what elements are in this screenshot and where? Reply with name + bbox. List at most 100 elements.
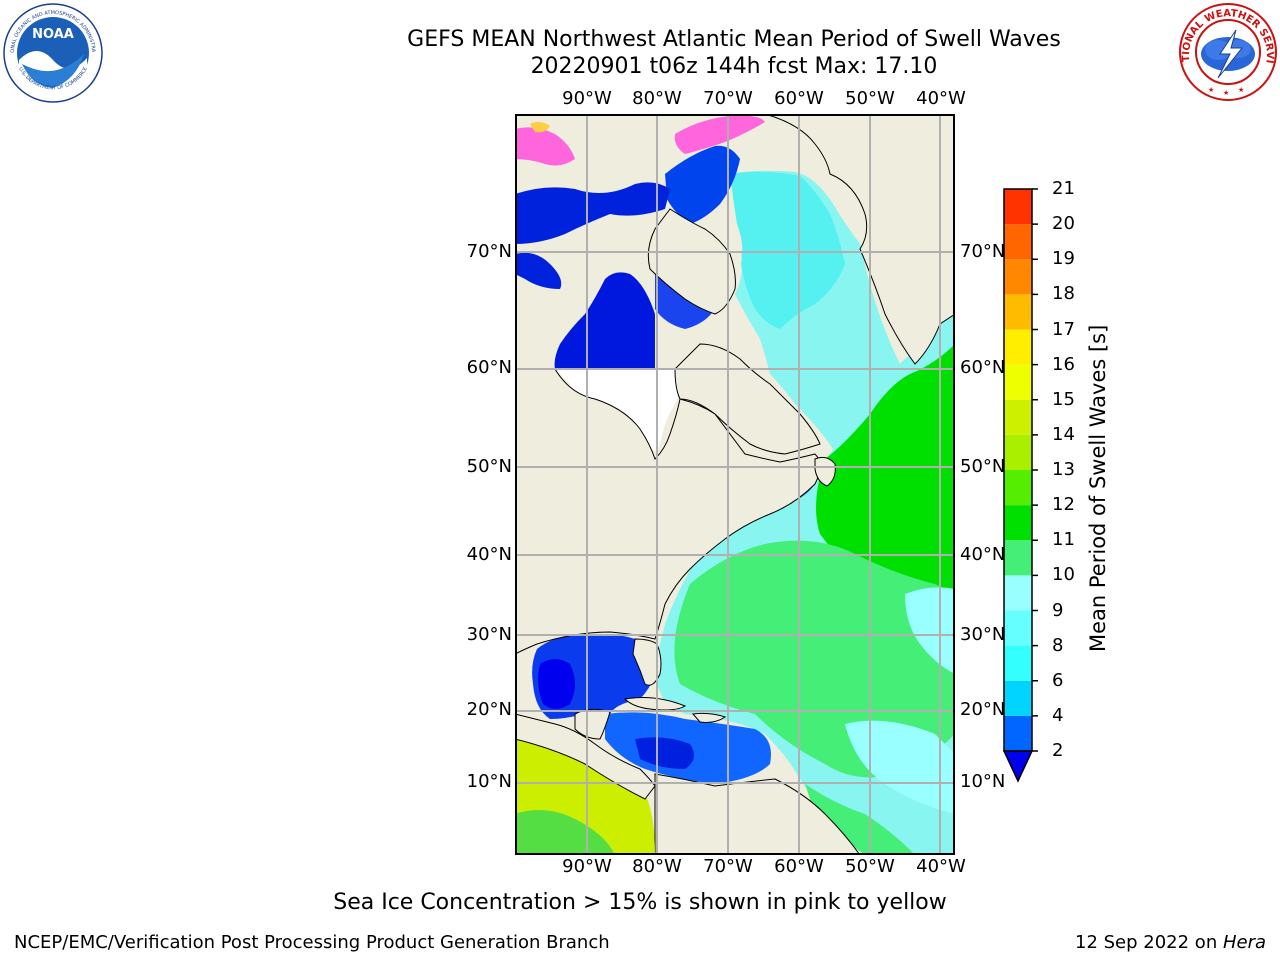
colorbar-ticks: 2 4 6 8 9 10 11 12 13 14 15 16 17 18 19 20 21 <box>1052 0 1112 960</box>
gulf-of-mexico-deep <box>538 659 575 709</box>
colorbar-segment <box>1004 575 1032 611</box>
colorbar-segment <box>1004 294 1032 330</box>
colorbar-tick-label: 14 <box>1052 423 1075 445</box>
colorbar-tick-label: 12 <box>1052 494 1075 516</box>
north-america-land <box>515 368 821 655</box>
lon-label-bottom-70w: 70°W <box>703 856 753 877</box>
lon-label-top-70w: 70°W <box>703 88 753 109</box>
colorbar-segment <box>1004 189 1032 225</box>
lat-label-right-60n: 60°N <box>960 357 1006 378</box>
map-frame <box>515 114 955 855</box>
colorbar-tick-label: 20 <box>1052 213 1075 235</box>
labrador-sea <box>730 171 845 329</box>
lat-label-right-40n: 40°N <box>960 544 1006 565</box>
graticule <box>515 114 955 855</box>
colorbar-tick-label: 13 <box>1052 459 1075 480</box>
credit-host: Hera <box>1222 932 1266 953</box>
noaa-logo: NOAA NATIONAL OCEANIC AND ATMOSPHERIC AD… <box>0 0 104 104</box>
hudson-bay <box>554 272 655 369</box>
lat-label-left-10n: 10°N <box>466 771 512 792</box>
colorbar-tick-label: 17 <box>1052 318 1075 340</box>
lon-label-top-90w: 90°W <box>562 88 612 109</box>
yucatan-land <box>574 708 611 740</box>
lon-label-top-50w: 50°W <box>845 88 895 109</box>
colorbar-segment <box>1004 645 1032 681</box>
central-america-land <box>515 713 656 800</box>
lat-label-right-70n: 70°N <box>960 241 1006 262</box>
colorbar-segment <box>1004 224 1032 260</box>
arctic-channels-2 <box>515 252 562 289</box>
lat-label-left-50n: 50°N <box>466 456 512 477</box>
lon-label-top-60w: 60°W <box>774 88 824 109</box>
swell-period-map <box>515 114 955 855</box>
colorbar-title: Mean Period of Swell Waves [s] <box>1086 324 1110 652</box>
arctic-channels <box>515 182 670 244</box>
baffin-island-land <box>647 208 736 315</box>
colorbar-segment <box>1004 399 1032 435</box>
colorbar-tick-label: 15 <box>1052 388 1075 410</box>
swell-band-midgreen <box>674 540 955 778</box>
lon-label-bottom-60w: 60°W <box>774 856 824 877</box>
colorbar-segment <box>1004 329 1032 365</box>
lon-label-bottom-50w: 50°W <box>845 856 895 877</box>
colorbar-segment <box>1004 505 1032 541</box>
colorbar-tick-label: 6 <box>1052 669 1064 691</box>
colorbar-segment <box>1004 715 1032 751</box>
sea-ice-region <box>515 127 575 166</box>
lon-label-bottom-90w: 90°W <box>562 856 612 877</box>
lat-label-left-20n: 20°N <box>466 699 512 720</box>
colorbar-tick-label: 16 <box>1052 353 1075 375</box>
lon-label-bottom-40w: 40°W <box>916 856 966 877</box>
colorbar-segment <box>1004 470 1032 506</box>
colorbar-tick-label: 18 <box>1052 283 1075 305</box>
lon-label-top-80w: 80°W <box>632 88 682 109</box>
caribbean-deep <box>635 737 694 769</box>
hispaniola-land <box>691 712 727 723</box>
lat-label-left-30n: 30°N <box>466 624 512 645</box>
nws-logo: NATIONAL WEATHER SERVICE ★ ★ ★ <box>1174 0 1278 102</box>
lon-label-bottom-80w: 80°W <box>632 856 682 877</box>
colorbar-tick-label: 8 <box>1052 634 1064 656</box>
pacific-swell-green <box>515 810 615 855</box>
svg-text:★: ★ <box>1208 86 1214 94</box>
chart-subtitle: 20220901 t06z 144h fcst Max: 17.10 <box>530 54 938 79</box>
lat-label-left-70n: 70°N <box>466 241 512 262</box>
swell-band-lightcyan-south <box>845 720 955 814</box>
lat-label-left-60n: 60°N <box>466 357 512 378</box>
colorbar-segment <box>1004 610 1032 646</box>
lon-label-top-40w: 40°W <box>916 88 966 109</box>
colorbar-tick-label: 2 <box>1052 740 1064 761</box>
colorbar-tick-label: 21 <box>1052 178 1075 199</box>
colorbar-tick-label: 10 <box>1052 564 1075 586</box>
sea-ice-yellow <box>530 121 550 133</box>
colorbar-segment <box>1004 540 1032 576</box>
lat-label-right-50n: 50°N <box>960 456 1006 477</box>
colorbar-segment <box>1004 259 1032 295</box>
colorbar-segment <box>1004 364 1032 400</box>
lat-label-right-30n: 30°N <box>960 624 1006 645</box>
newfoundland-land <box>814 456 836 487</box>
swell-band-midgreen-south <box>805 784 915 855</box>
sea-ice-note: Sea Ice Concentration > 15% is shown in … <box>333 890 947 915</box>
lat-label-right-20n: 20°N <box>960 699 1006 720</box>
colorbar-tick-label: 11 <box>1052 529 1075 551</box>
cuba-land <box>623 697 687 711</box>
colorbar-segment <box>1004 434 1032 470</box>
colorbar-segment <box>1004 680 1032 716</box>
credit-left: NCEP/EMC/Verification Post Processing Pr… <box>14 932 610 953</box>
colorbar-tick-label: 19 <box>1052 248 1075 270</box>
swell-band-green <box>816 344 955 614</box>
lat-label-right-10n: 10°N <box>960 771 1006 792</box>
sea-ice-region-2 <box>674 115 765 154</box>
colorbar <box>1000 186 1040 786</box>
baffin-bay <box>665 145 740 224</box>
svg-text:★: ★ <box>1223 89 1229 97</box>
swell-band-lightcyan-east <box>905 587 955 674</box>
credit-date: 12 Sep 2022 on <box>1075 932 1223 953</box>
colorbar-under-arrow <box>1002 750 1034 783</box>
florida-land <box>632 638 662 686</box>
colorbar-tick-label: 9 <box>1052 599 1064 621</box>
svg-text:★: ★ <box>1238 86 1244 94</box>
chart-title: GEFS MEAN Northwest Atlantic Mean Period… <box>407 27 1061 52</box>
lat-label-left-40n: 40°N <box>466 544 512 565</box>
